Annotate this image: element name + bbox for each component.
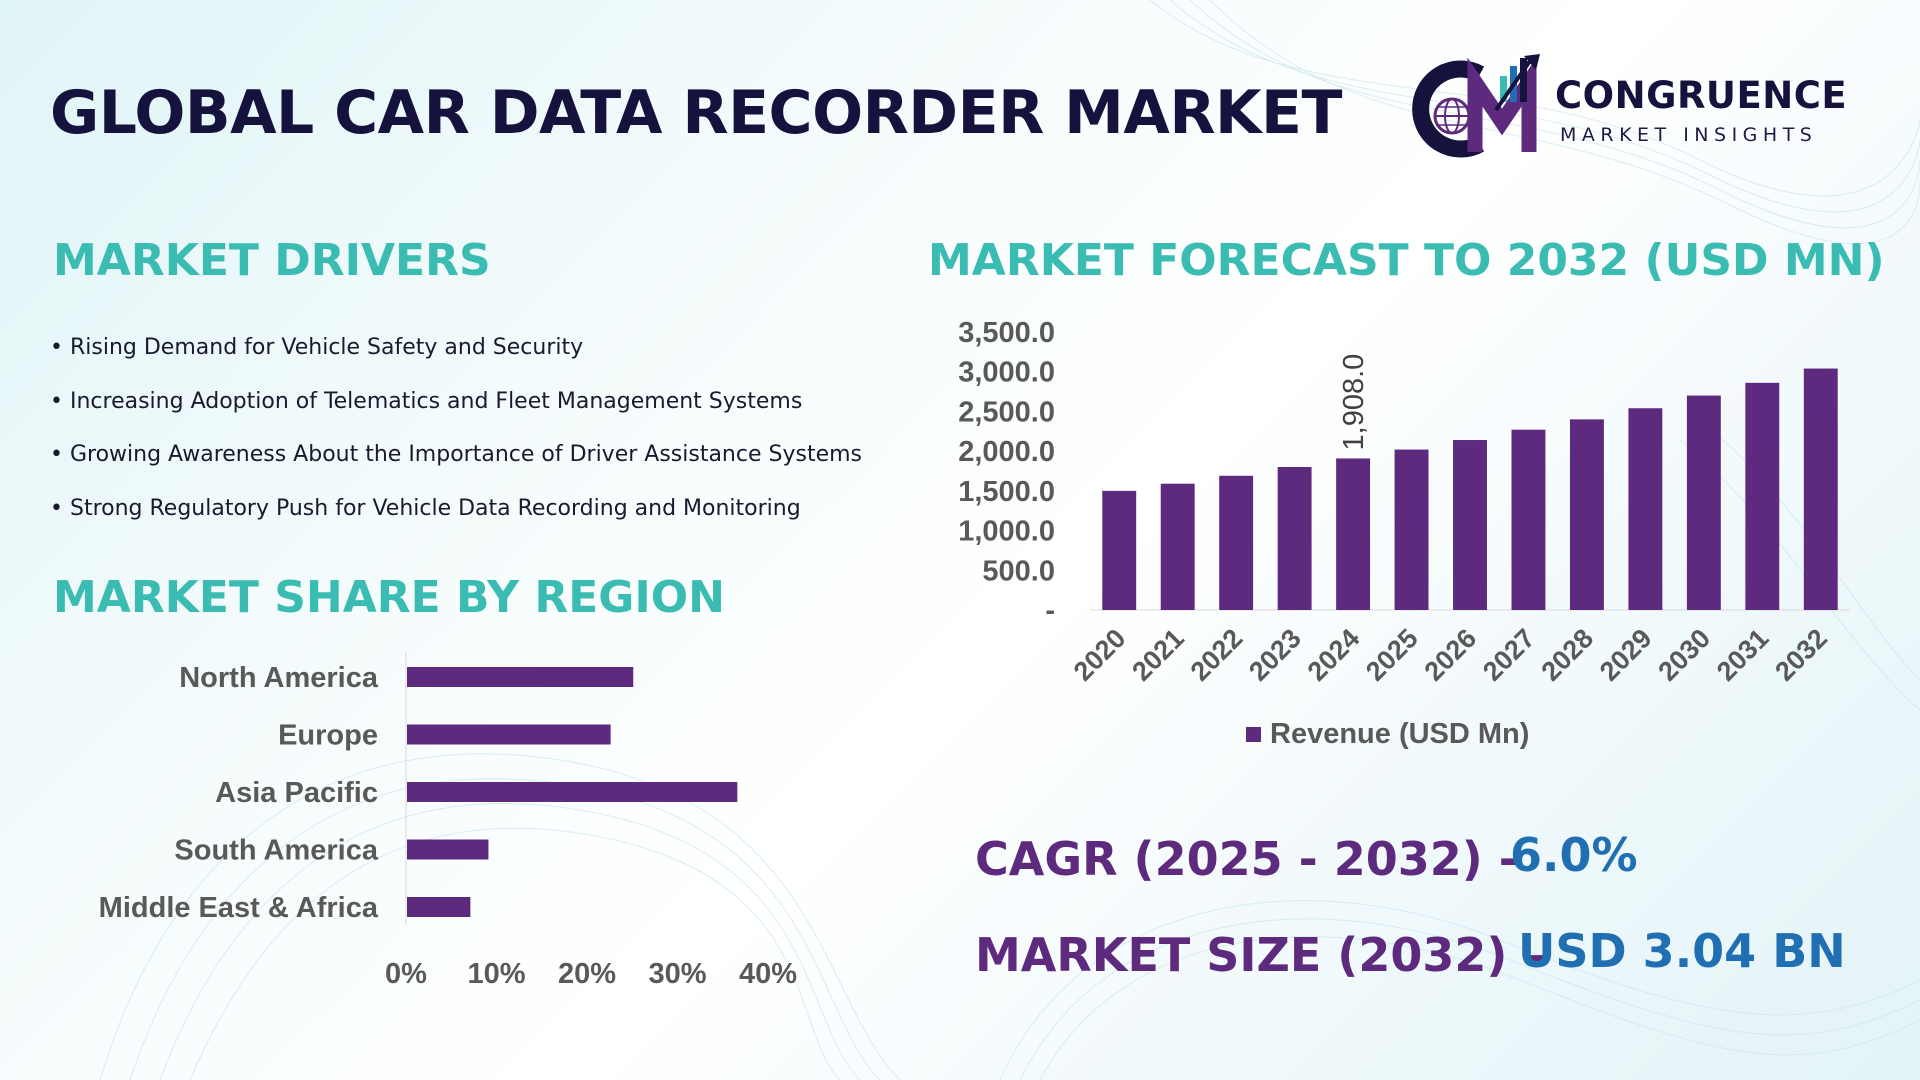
region-bar — [407, 724, 611, 745]
forecast-bar — [1394, 449, 1429, 610]
forecast-bar — [1336, 458, 1371, 610]
forecast-bar — [1277, 467, 1312, 610]
forecast-bar — [1628, 408, 1663, 610]
region-label: Asia Pacific — [215, 777, 378, 809]
x-tick-label: 30% — [648, 958, 706, 990]
forecast-heading: MARKET FORECAST TO 2032 (USD MN) — [928, 235, 1885, 286]
page-title: GLOBAL CAR DATA RECORDER MARKET — [50, 78, 1342, 148]
market-size-value: USD 3.04 BN — [1518, 924, 1846, 978]
cagr-label: CAGR (2025 - 2032) - — [975, 832, 1518, 886]
forecast-bar — [1453, 440, 1487, 610]
cagr-value: 6.0% — [1510, 828, 1638, 882]
x-tick-label: 2027 — [1477, 623, 1541, 687]
forecast-bar — [1569, 419, 1604, 610]
y-tick-label: 500.0 — [982, 555, 1055, 587]
logo-mark-icon — [1412, 54, 1540, 158]
legend-swatch — [1246, 727, 1261, 742]
region-label: Middle East & Africa — [99, 892, 379, 924]
x-tick-label: 2024 — [1302, 623, 1366, 687]
data-label: 1,908.0 — [1338, 354, 1370, 451]
x-tick-label: 40% — [739, 958, 797, 990]
region-bar — [407, 897, 471, 917]
forecast-bar — [1511, 429, 1546, 610]
x-tick-label: 10% — [467, 958, 525, 990]
company-logo: CONGRUENCE MARKET INSIGHTS — [1400, 52, 1870, 162]
x-tick-label: 2022 — [1185, 623, 1249, 687]
y-tick-label: 1,500.0 — [958, 476, 1055, 508]
driver-item: Increasing Adoption of Telematics and Fl… — [50, 384, 930, 438]
y-tick-label: - — [1045, 595, 1055, 627]
forecast-bar — [1160, 483, 1195, 610]
region-share-chart: North America Europe Asia Pacific South Ame… — [99, 652, 797, 990]
driver-item: Growing Awareness About the Importance o… — [50, 437, 930, 491]
drivers-list: Rising Demand for Vehicle Safety and Sec… — [50, 330, 930, 544]
region-label: Europe — [278, 720, 378, 752]
forecast-chart: - 500.0 1,000.0 1,500.0 2,000.0 2,500.0 3,000.… — [958, 317, 1850, 750]
y-tick-label: 2,500.0 — [958, 396, 1055, 428]
drivers-heading: MARKET DRIVERS — [53, 235, 491, 286]
x-tick-label: 2023 — [1243, 623, 1307, 687]
y-tick-label: 3,500.0 — [958, 317, 1055, 349]
forecast-bar — [1686, 395, 1721, 610]
forecast-bar — [1803, 368, 1838, 610]
region-bar — [407, 782, 738, 802]
driver-item: Strong Regulatory Push for Vehicle Data … — [50, 491, 930, 545]
chart-legend: Revenue (USD Mn) — [1246, 718, 1529, 750]
market-size-label: MARKET SIZE (2032) – — [975, 928, 1547, 982]
region-label: North America — [179, 662, 379, 694]
legend-label: Revenue (USD Mn) — [1270, 718, 1529, 750]
driver-item: Rising Demand for Vehicle Safety and Sec… — [50, 330, 930, 384]
forecast-bar — [1219, 475, 1254, 610]
x-tick-label: 2026 — [1419, 623, 1483, 687]
forecast-bar — [1102, 490, 1137, 610]
x-tick-label: 2025 — [1360, 623, 1424, 687]
logo-tagline: MARKET INSIGHTS — [1560, 124, 1818, 146]
x-tick-label: 2032 — [1769, 623, 1833, 687]
x-tick-label: 2028 — [1535, 623, 1599, 687]
forecast-bar — [1745, 382, 1780, 610]
y-tick-label: 3,000.0 — [958, 357, 1055, 389]
x-tick-label: 2031 — [1711, 623, 1775, 687]
x-tick-label: 2020 — [1068, 623, 1132, 687]
x-tick-label: 2029 — [1594, 623, 1658, 687]
y-tick-label: 1,000.0 — [958, 516, 1055, 548]
region-bar — [407, 839, 489, 860]
region-label: South America — [174, 835, 378, 867]
region-bar — [407, 667, 634, 687]
x-tick-label: 2021 — [1126, 623, 1190, 687]
x-tick-label: 2030 — [1652, 623, 1716, 687]
x-tick-label: 20% — [558, 958, 616, 990]
y-tick-label: 2,000.0 — [958, 436, 1055, 468]
region-heading: MARKET SHARE BY REGION — [53, 572, 725, 623]
x-tick-label: 0% — [385, 958, 427, 990]
logo-name: CONGRUENCE — [1555, 74, 1848, 117]
